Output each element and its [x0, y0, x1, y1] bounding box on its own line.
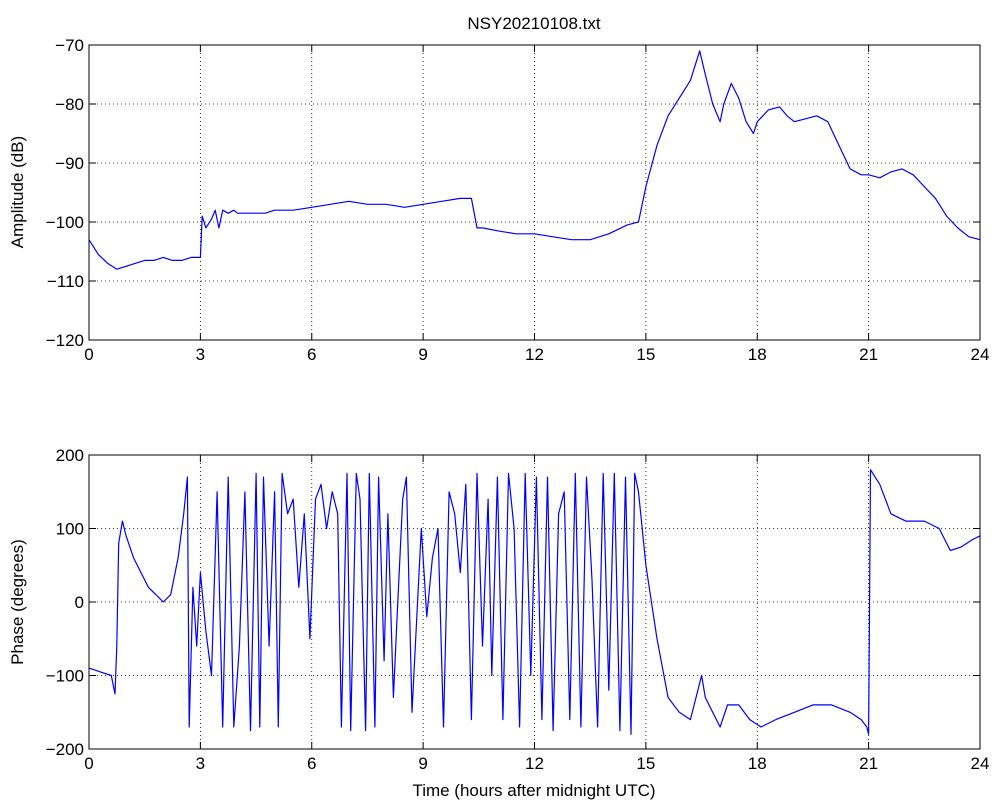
- phase-ticks: 0 3 6 9 12 15 18 21 24 −200 −100 0 100 200: [46, 446, 990, 773]
- phase-x-tick-label: 0: [84, 754, 93, 773]
- amplitude-x-tick-label: 3: [196, 345, 205, 364]
- amplitude-y-tick-label: −80: [55, 95, 84, 114]
- amplitude-plot-area: [89, 45, 980, 340]
- amplitude-y-tick-label: −120: [46, 331, 84, 350]
- amplitude-x-tick-label: 24: [971, 345, 990, 364]
- chart-title: NSY20210108.txt: [467, 14, 601, 33]
- amplitude-x-tick-label: 18: [748, 345, 767, 364]
- phase-x-tick-label: 12: [525, 754, 544, 773]
- phase-x-tick-label: 24: [971, 754, 990, 773]
- amplitude-y-tick-label: −90: [55, 154, 84, 173]
- amplitude-x-tick-label: 12: [525, 345, 544, 364]
- amplitude-grid: [89, 45, 980, 340]
- amplitude-series: [88, 50, 981, 270]
- phase-x-tick-label: 3: [196, 754, 205, 773]
- phase-panel: 0 3 6 9 12 15 18 21 24 −200 −100 0 100 200 Phase (deg…: [8, 446, 989, 773]
- phase-x-tick-label: 9: [418, 754, 427, 773]
- amplitude-series-line: [88, 50, 981, 270]
- x-axis-label: Time (hours after midnight UTC): [412, 781, 655, 800]
- amplitude-y-axis-label: Amplitude (dB): [8, 136, 27, 248]
- phase-y-tick-label: −100: [46, 667, 84, 686]
- phase-series: [88, 469, 981, 735]
- phase-x-tick-label: 15: [636, 754, 655, 773]
- phase-x-tick-label: 6: [307, 754, 316, 773]
- amplitude-x-tick-label: 0: [84, 345, 93, 364]
- amplitude-x-tick-label: 6: [307, 345, 316, 364]
- phase-y-tick-label: 0: [75, 593, 84, 612]
- amplitude-x-tick-label: 15: [636, 345, 655, 364]
- phase-y-tick-label: 100: [56, 520, 84, 539]
- amplitude-ticks: 0 3 6 9 12 15 18 21 24 −120 −110 −100 −90 −80 −70: [46, 36, 990, 364]
- phase-y-axis-label: Phase (degrees): [8, 539, 27, 665]
- phase-y-tick-label: 200: [56, 446, 84, 465]
- phase-x-tick-label: 18: [748, 754, 767, 773]
- phase-x-tick-label: 21: [859, 754, 878, 773]
- phase-y-tick-label: −200: [46, 740, 84, 759]
- amplitude-y-tick-label: −100: [46, 213, 84, 232]
- amplitude-x-tick-label: 21: [859, 345, 878, 364]
- amplitude-y-tick-label: −110: [47, 272, 84, 291]
- amplitude-x-tick-label: 9: [418, 345, 427, 364]
- amplitude-panel: 0 3 6 9 12 15 18 21 24 −120 −110 −100 −90 −80 −70 Ampl…: [8, 36, 989, 364]
- phase-series-line: [88, 469, 981, 735]
- amplitude-y-tick-label: −70: [55, 36, 84, 55]
